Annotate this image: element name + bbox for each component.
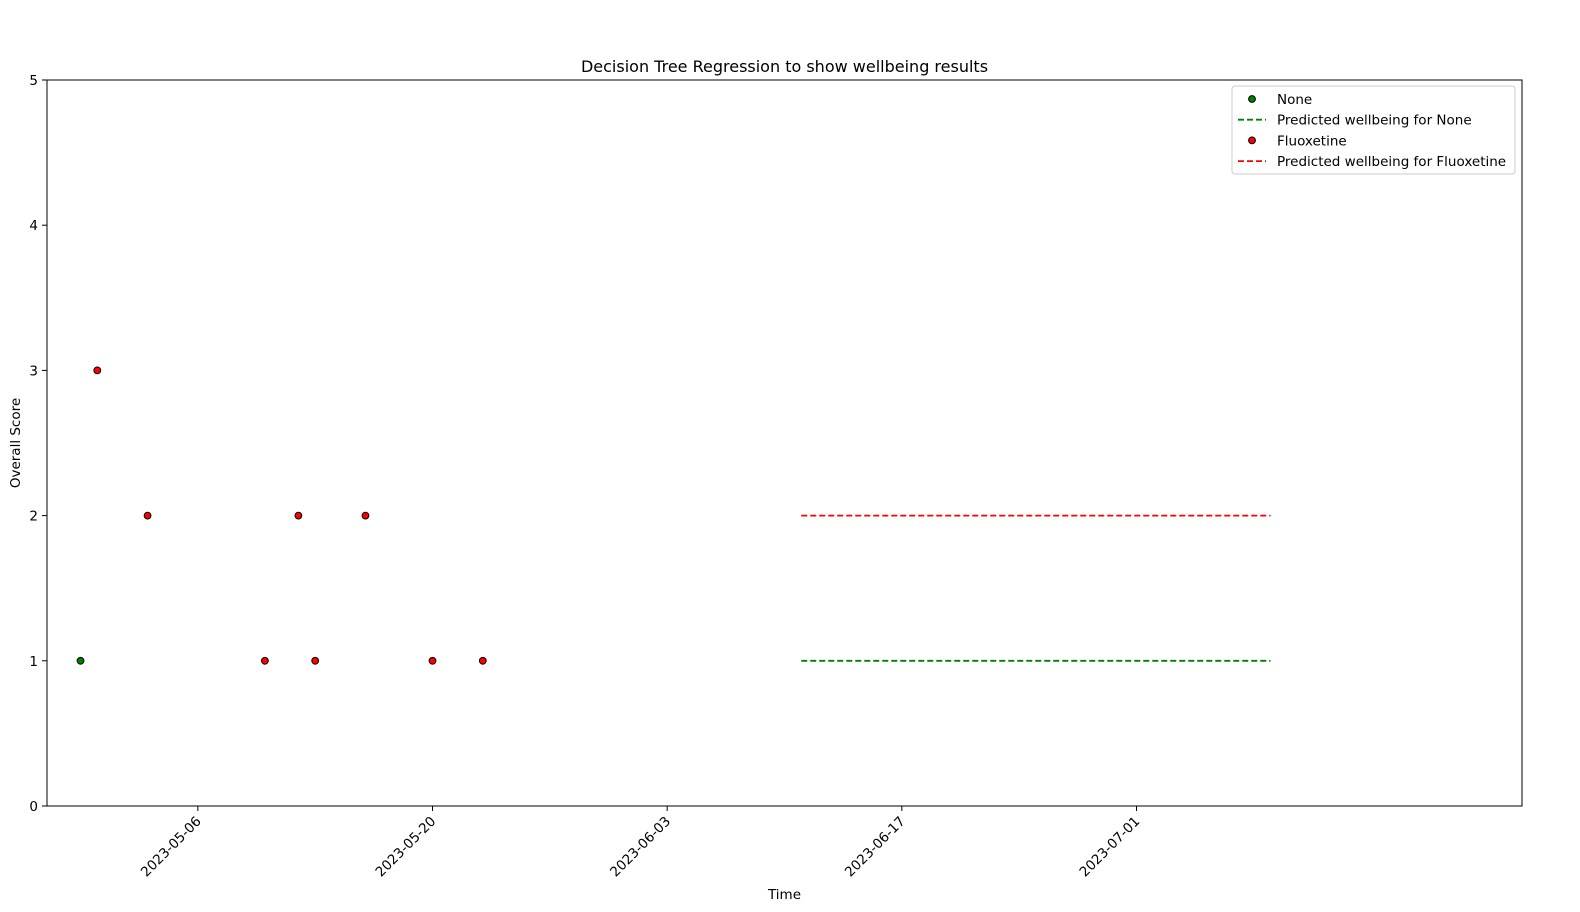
y-tick-label-0: 0 xyxy=(29,799,38,815)
y-tick-label-3: 3 xyxy=(29,363,38,379)
x-axis-label: Time xyxy=(767,887,801,903)
y-tick-label-5: 5 xyxy=(29,73,38,89)
y-axis: 0 1 2 3 4 5 xyxy=(29,73,47,815)
chart-title: Decision Tree Regression to show wellbei… xyxy=(581,57,988,76)
legend-box xyxy=(1231,85,1516,175)
plot-area xyxy=(76,366,1271,665)
series-2-point-1 xyxy=(143,511,152,520)
y-axis-label: Overall Score xyxy=(8,398,24,488)
plot-frame xyxy=(46,79,1523,807)
legend-label-3: Predicted wellbeing for Fluoxetine xyxy=(1277,154,1506,170)
legend: None Predicted wellbeing for None Fluoxeti… xyxy=(1231,85,1516,175)
legend-label-2: Fluoxetine xyxy=(1277,133,1347,149)
legend-label-0: None xyxy=(1277,92,1312,108)
y-tick-label-1: 1 xyxy=(29,654,38,670)
legend-swatch-2 xyxy=(1248,136,1256,145)
series-0-point-0 xyxy=(76,656,85,665)
legend-label-1: Predicted wellbeing for None xyxy=(1277,113,1472,129)
y-tick-label-4: 4 xyxy=(29,218,38,234)
series-2-point-0 xyxy=(93,366,102,375)
series-2-point-2 xyxy=(260,656,269,665)
series-2-point-3 xyxy=(294,511,303,520)
series-2-point-6 xyxy=(428,656,437,665)
series-2-point-7 xyxy=(478,656,487,665)
series-2-point-4 xyxy=(311,656,320,665)
series-2-point-5 xyxy=(361,511,370,520)
legend-swatch-0 xyxy=(1248,95,1256,103)
y-tick-label-2: 2 xyxy=(29,509,38,525)
